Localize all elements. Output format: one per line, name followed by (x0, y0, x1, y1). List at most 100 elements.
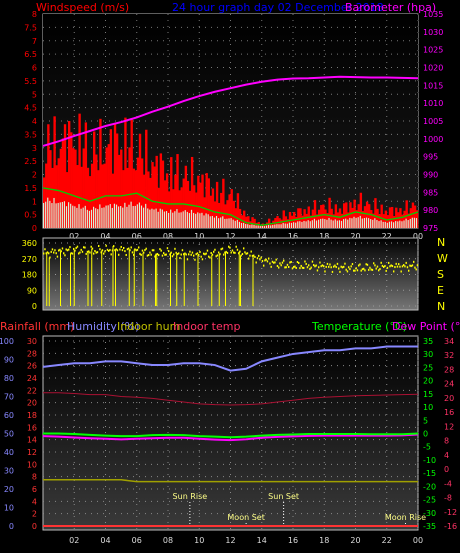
direction-point (265, 258, 267, 261)
wind-gust-bar (165, 173, 169, 228)
wind-tick-label: 5 (32, 90, 37, 99)
direction-point (355, 267, 357, 270)
wind-avg-bar (130, 201, 132, 228)
direction-point (389, 265, 391, 268)
direction-point (316, 269, 319, 272)
bottom-x-tick-label: 00 (413, 536, 423, 545)
wind-avg-bar (230, 218, 232, 228)
wind-avg-bar (155, 208, 157, 228)
direction-point (111, 249, 114, 252)
direction-point (58, 249, 60, 252)
direction-point (155, 253, 157, 256)
direction-point (138, 246, 140, 249)
direction-point (238, 252, 240, 255)
direction-point (290, 260, 292, 263)
wind-gust-bar (388, 207, 392, 228)
direction-point (324, 270, 326, 273)
direction-point (193, 254, 195, 257)
barometer-tick-label: 995 (423, 153, 438, 162)
wind-gust-bar (238, 208, 242, 228)
wind-avg-bar (57, 202, 59, 228)
direction-point (93, 252, 95, 255)
wind-gust-bar (215, 181, 219, 228)
wind-avg-bar (132, 206, 134, 228)
wind-avg-bar (53, 197, 55, 228)
direction-point (136, 248, 139, 251)
humidity-tick-label: 60 (4, 411, 14, 420)
wind-avg-bar (228, 218, 230, 228)
wind-tick-label: 3.5 (24, 130, 37, 139)
indoor-temp-tick-label: 32 (444, 351, 454, 360)
wind-avg-bar (84, 205, 86, 228)
direction-point (325, 265, 327, 268)
direction-point (51, 248, 54, 251)
wind-avg-bar (93, 206, 95, 228)
direction-point (163, 252, 165, 255)
wind-gust-bar (61, 138, 65, 228)
wind-gust-bar (88, 176, 92, 228)
barometer-tick-label: 1025 (423, 46, 443, 55)
compass-label: S (437, 268, 444, 281)
direction-point (106, 248, 109, 251)
humidity-tick-label: 80 (4, 374, 14, 383)
wind-avg-bar (61, 201, 63, 228)
direction-point (333, 265, 335, 268)
wind-avg-bar (124, 202, 126, 228)
wind-gust-bar (301, 215, 304, 228)
indoor-temp-tick-label: 28 (444, 365, 454, 374)
direction-point (323, 265, 325, 268)
wind-gust-bar (205, 173, 208, 228)
direction-point (345, 268, 347, 271)
wind-gust-bar (305, 213, 308, 228)
direction-point (156, 252, 159, 255)
wind-avg-bar (280, 224, 282, 228)
wind-avg-bar (70, 203, 72, 228)
indoor-humidity-label: Indoor hum (117, 320, 180, 333)
wind-tick-label: 5.5 (24, 77, 37, 86)
wind-gust-bar (218, 202, 221, 228)
wind-avg-bar (293, 222, 295, 228)
barometer-tick-label: 1005 (423, 117, 443, 126)
bottom-x-tick-label: 18 (319, 536, 329, 545)
direction-point (159, 248, 161, 251)
wind-gust-bar (74, 149, 77, 228)
wind-avg-bar (80, 208, 82, 228)
direction-point (286, 263, 289, 266)
wind-avg-bar (111, 207, 113, 228)
direction-point (78, 252, 80, 255)
wind-avg-bar (297, 221, 299, 228)
wind-avg-bar (251, 224, 253, 228)
wind-avg-bar (174, 211, 176, 228)
wind-avg-bar (370, 219, 372, 228)
direction-point (221, 247, 224, 250)
direction-point (394, 266, 396, 269)
direction-point (310, 266, 312, 269)
wind-gust-bar (405, 200, 408, 228)
wind-tick-label: 0.5 (24, 211, 37, 220)
wind-avg-bar (43, 202, 45, 228)
event-label-moon_set: Moon Set (227, 513, 264, 522)
direction-point (406, 266, 409, 269)
direction-point (179, 257, 181, 260)
wind-avg-bar (151, 208, 153, 228)
direction-point (176, 253, 179, 256)
direction-point (170, 251, 172, 254)
top-x-tick-label: 12 (225, 232, 235, 241)
direction-point (356, 269, 359, 272)
direction-point (89, 251, 91, 254)
wind-gust-bar (313, 200, 317, 228)
barometer-tick-label: 990 (423, 171, 438, 180)
direction-point (144, 249, 146, 252)
wind-avg-bar (47, 197, 49, 228)
direction-point (71, 252, 74, 255)
rain-tick-label: 22 (27, 386, 37, 395)
direction-point (218, 251, 220, 254)
wind-avg-bar (405, 218, 407, 228)
barometer-tick-label: 1020 (423, 64, 443, 73)
wind-gust-bar (370, 210, 373, 228)
wind-gust-bar (207, 178, 210, 228)
direction-point (125, 253, 127, 256)
wind-avg-bar (270, 225, 272, 228)
direction-point (390, 264, 392, 267)
wind-gust-bar (193, 185, 196, 228)
